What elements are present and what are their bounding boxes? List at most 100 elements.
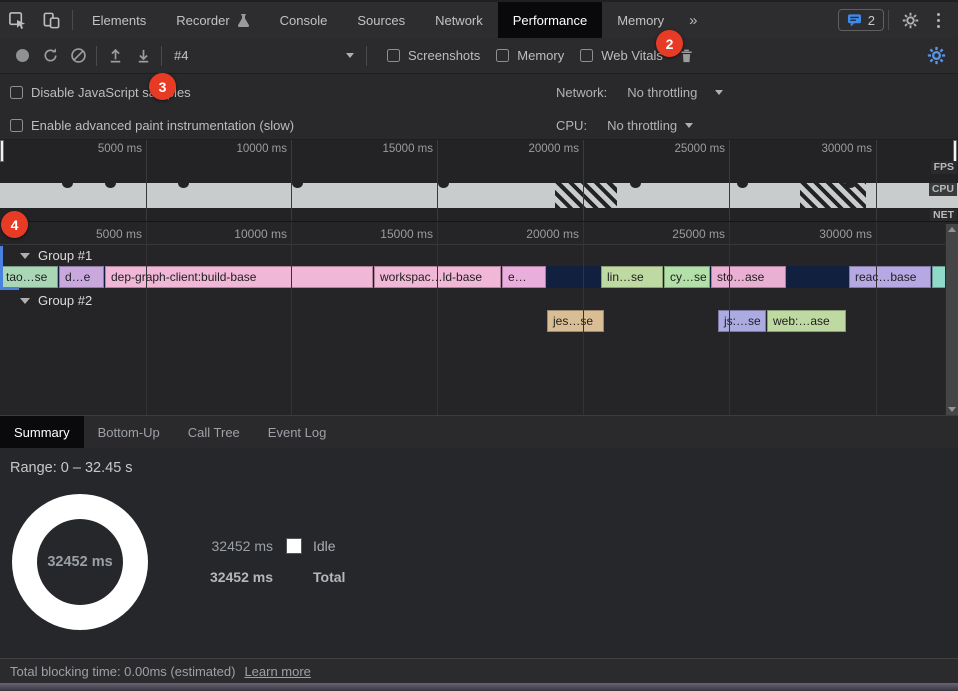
ruler-tick-label: 10000 ms (236, 143, 287, 155)
cpu-dip-notch (178, 183, 189, 188)
issues-count: 2 (867, 12, 875, 28)
flame-bar[interactable]: dep-graph-client:build-base (105, 266, 373, 288)
chevron-down-icon (346, 53, 354, 58)
checkbox-icon (10, 119, 23, 132)
legend-label: Idle (313, 538, 336, 554)
timeline-overview[interactable]: FPS CPU NET 5000 ms 10000 ms 15000 ms 20000… (0, 140, 958, 222)
toggle-device-toolbar-button[interactable] (34, 2, 68, 38)
flame-bar-label: tao…se (6, 270, 48, 284)
divider (888, 10, 889, 30)
flame-bar-label: e… (508, 270, 527, 284)
ruler-tick-label: 10000 ms (234, 227, 287, 241)
flame-bar[interactable]: e… (502, 266, 546, 288)
issues-button[interactable]: 2 (837, 9, 884, 31)
tab-network[interactable]: Network (420, 2, 498, 38)
network-throttling-select[interactable]: No throttling (627, 85, 698, 100)
scroll-up-icon[interactable] (948, 227, 956, 232)
load-profile-button[interactable] (101, 43, 129, 69)
capture-settings-button[interactable] (922, 43, 950, 69)
flame-vertical-scrollbar[interactable] (945, 224, 958, 415)
screenshots-checkbox[interactable]: Screenshots (387, 48, 480, 63)
flame-bar[interactable]: jes…se (547, 310, 604, 332)
flame-bar[interactable]: js:…se (718, 310, 766, 332)
gridline (876, 222, 877, 415)
flame-bar[interactable]: d…e (59, 266, 104, 288)
overview-left-handle[interactable] (0, 140, 4, 162)
donut-center-value: 32452 ms (47, 554, 113, 570)
tab-call-tree[interactable]: Call Tree (174, 416, 254, 448)
tab-label: Network (435, 12, 483, 28)
legend-label: Total (313, 569, 346, 585)
gridline (291, 140, 292, 221)
group-2-header[interactable]: Group #2 (20, 293, 92, 308)
web-vitals-checkbox[interactable]: Web Vitals (580, 48, 663, 63)
clear-button[interactable] (64, 43, 92, 69)
more-tabs-button[interactable]: » (679, 2, 707, 38)
idle-swatch (286, 538, 302, 554)
ruler-tick-label: 25000 ms (674, 143, 725, 155)
gridline (437, 222, 438, 415)
tab-sources[interactable]: Sources (342, 2, 420, 38)
memory-checkbox[interactable]: Memory (496, 48, 564, 63)
record-button[interactable] (8, 43, 36, 69)
inspect-element-button[interactable] (0, 2, 34, 38)
flame-bar[interactable]: cy…se (664, 266, 710, 288)
step-badge: 2 (656, 30, 683, 57)
garbage-collect-button[interactable] (673, 43, 701, 69)
cpu-dip-notch (62, 183, 73, 188)
chevron-down-icon[interactable] (715, 90, 724, 95)
tab-memory[interactable]: Memory (602, 2, 679, 38)
tab-recorder[interactable]: Recorder (161, 2, 264, 38)
tab-label: Performance (512, 12, 588, 28)
settings-button[interactable] (893, 12, 927, 29)
recording-select[interactable]: #4 (166, 44, 362, 68)
checkbox-icon (496, 49, 510, 62)
cpu-throttling-control: CPU: No throttling (556, 118, 694, 133)
tab-bottom-up[interactable]: Bottom-Up (84, 416, 174, 448)
group-1-header[interactable]: Group #1 (20, 248, 92, 263)
flame-bar[interactable]: tao…se (0, 266, 58, 288)
gear-icon (902, 12, 918, 28)
flame-bar[interactable]: lin…se (601, 266, 663, 288)
tab-label: Call Tree (187, 424, 240, 440)
flame-bar[interactable] (932, 266, 946, 288)
scroll-down-icon[interactable] (948, 407, 956, 412)
flame-bar[interactable]: web:…ase (767, 310, 846, 332)
overview-right-handle[interactable] (953, 140, 957, 162)
network-throttling-label: Network: (556, 85, 608, 100)
flame-bar-label: workspac…ld-base (380, 270, 483, 284)
flame-bar[interactable]: sto…ase (711, 266, 786, 288)
checkbox-label: Web Vitals (601, 48, 663, 63)
chevron-down-icon[interactable] (685, 123, 694, 128)
flame-bar[interactable]: reac…base (849, 266, 931, 288)
advanced-paint-checkbox[interactable]: Enable advanced paint instrumentation (s… (10, 118, 294, 133)
flame-chart[interactable]: Group #1 tao…se d…e dep-graph-client:build… (0, 222, 958, 415)
tab-performance[interactable]: Performance (497, 2, 603, 38)
legend-value: 32452 ms (209, 569, 273, 585)
gridline (146, 140, 147, 221)
trash-icon (681, 49, 693, 62)
tab-label: Bottom-Up (97, 424, 160, 440)
flame-bar-label: lin…se (607, 270, 644, 284)
cpu-throttling-select[interactable]: No throttling (607, 118, 678, 133)
reload-and-record-button[interactable] (36, 43, 64, 69)
range-label: Range: 0 – 32.45 s (10, 460, 133, 476)
tab-console[interactable]: Console (265, 2, 343, 38)
customize-devtools-button[interactable] (927, 12, 950, 28)
speech-bubble-icon (847, 14, 861, 27)
activity-donut-chart: 32452 ms (12, 494, 148, 630)
gridline (876, 140, 877, 221)
gridline (583, 222, 584, 415)
learn-more-link[interactable]: Learn more (244, 663, 311, 679)
ruler-tick-label: 5000 ms (97, 143, 142, 155)
save-profile-button[interactable] (129, 43, 157, 69)
gridline (583, 140, 584, 221)
tab-elements[interactable]: Elements (77, 2, 161, 38)
summary-panel: Range: 0 – 32.45 s 32452 ms 32452 ms Idl… (0, 448, 958, 658)
selection-indicator (0, 246, 3, 290)
tab-summary[interactable]: Summary (0, 416, 84, 448)
flame-bar-label: web:…ase (773, 314, 830, 328)
gridline (146, 222, 147, 415)
tab-event-log[interactable]: Event Log (254, 416, 341, 448)
capture-settings-pane: Disable JavaScript samples Enable advanc… (0, 74, 958, 140)
